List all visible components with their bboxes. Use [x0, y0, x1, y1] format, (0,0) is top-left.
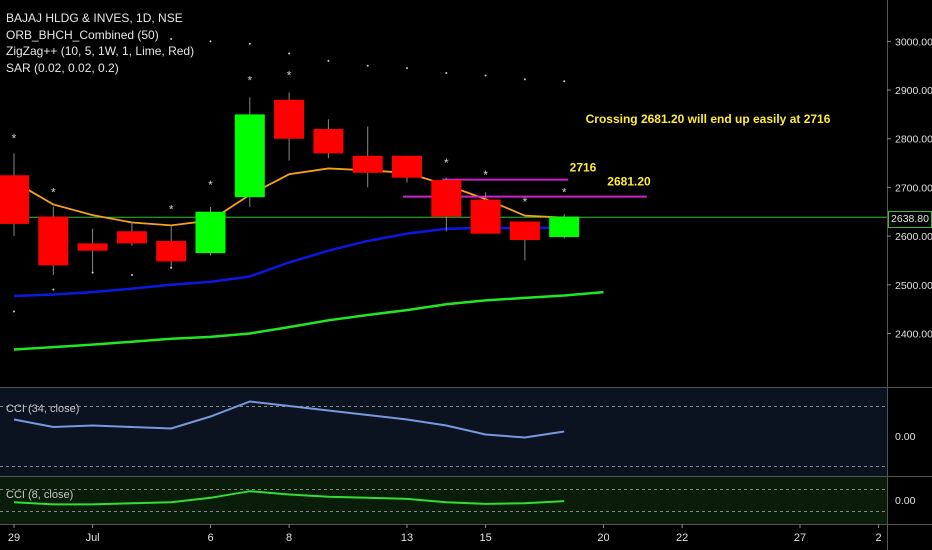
indicator-zigzag-label[interactable]: ZigZag++ (10, 5, 1W, 1, Lime, Red)	[6, 44, 195, 58]
symbol-title[interactable]: BAJAJ HLDG & INVES, 1D, NSE	[6, 11, 183, 25]
chart-legend: BAJAJ HLDG & INVES, 1D, NSE ORB_BHCH_Com…	[6, 10, 194, 76]
candle-up	[234, 114, 265, 198]
indicator-sar-label[interactable]: SAR (0.02, 0.02, 0.2)	[6, 60, 119, 75]
star-marker: *	[483, 168, 488, 182]
level-label-2716: 2716	[570, 161, 597, 175]
ema-line-2	[13, 290, 604, 351]
star-marker: *	[287, 68, 292, 82]
sar-dot	[170, 37, 173, 40]
annotation-text: Crossing 2681.20 will end up easily at 2…	[586, 112, 831, 126]
candle-down	[431, 180, 462, 217]
y-tick-label: 2800.00	[895, 134, 932, 146]
candle-down	[352, 155, 383, 173]
y-tick-label: 2900.00	[895, 85, 932, 97]
candle-down	[274, 99, 305, 139]
current-price-tag: 2638.80	[888, 211, 932, 228]
sar-dot	[327, 59, 330, 62]
star-marker: *	[12, 132, 17, 146]
x-tick-label: 20	[597, 532, 609, 544]
cci-8-pane	[0, 477, 887, 524]
sar-dot	[445, 72, 448, 75]
candle-down	[116, 231, 147, 244]
candle-down	[77, 243, 108, 251]
ema-line-0	[13, 167, 565, 227]
sar-dot	[523, 78, 526, 81]
y-tick-label: 2600.00	[895, 231, 932, 243]
sar-dot	[484, 74, 487, 77]
y-tick-label: 2400.00	[895, 328, 932, 340]
candle-down	[38, 216, 69, 266]
ema-line-1	[13, 226, 565, 298]
sar-dot	[563, 80, 566, 83]
star-marker: *	[562, 185, 567, 199]
candle-down	[156, 240, 187, 262]
x-tick-label: 13	[401, 532, 413, 544]
sar-dot	[288, 52, 291, 55]
y-tick-label: 2700.00	[895, 182, 932, 194]
indicator-orb-label[interactable]: ORB_BHCH_Combined (50)	[6, 27, 159, 42]
star-marker: *	[247, 73, 252, 87]
candle-down	[392, 155, 422, 178]
x-tick-label: 27	[794, 532, 806, 544]
cci-8-label[interactable]: CCI (8, close)	[6, 489, 74, 501]
star-marker: *	[208, 178, 213, 192]
sar-dot	[91, 271, 94, 274]
sar-dot	[209, 40, 212, 43]
candle-down	[313, 129, 344, 154]
cci-34-pane	[0, 388, 887, 476]
x-tick-label: 15	[479, 532, 491, 544]
sar-dot	[13, 310, 15, 313]
cci8-line	[13, 490, 565, 506]
x-tick-label: 22	[676, 532, 688, 544]
candle-down	[509, 221, 540, 240]
star-marker: *	[523, 195, 528, 209]
cci34-tick-label: 0.00	[895, 431, 916, 443]
cci-34-label[interactable]: CCI (34, close)	[6, 403, 80, 415]
sar-dot	[52, 288, 55, 291]
star-marker: *	[169, 202, 174, 216]
sar-dot	[130, 274, 133, 277]
star-marker: *	[444, 156, 449, 170]
x-tick-label: Jul	[86, 532, 100, 544]
x-tick-label: 8	[286, 532, 292, 544]
x-tick-label: 29	[8, 532, 20, 544]
candle-down	[0, 175, 29, 224]
cci34-line	[13, 400, 565, 439]
candle-down	[470, 199, 501, 234]
x-tick-label: 2	[876, 532, 882, 544]
sar-dot	[248, 42, 251, 45]
candle-up	[195, 211, 226, 254]
sar-dot	[366, 64, 369, 67]
y-tick-label: 3000.00	[895, 36, 932, 48]
sar-dot	[170, 266, 173, 269]
y-tick-label: 2500.00	[895, 280, 932, 292]
x-tick-label: 6	[207, 532, 213, 544]
cci8-tick-label: 0.00	[895, 495, 916, 507]
star-marker: *	[51, 185, 56, 199]
sar-dot	[406, 67, 408, 70]
candle-up	[549, 216, 580, 238]
level-label-2681: 2681.20	[607, 175, 651, 189]
